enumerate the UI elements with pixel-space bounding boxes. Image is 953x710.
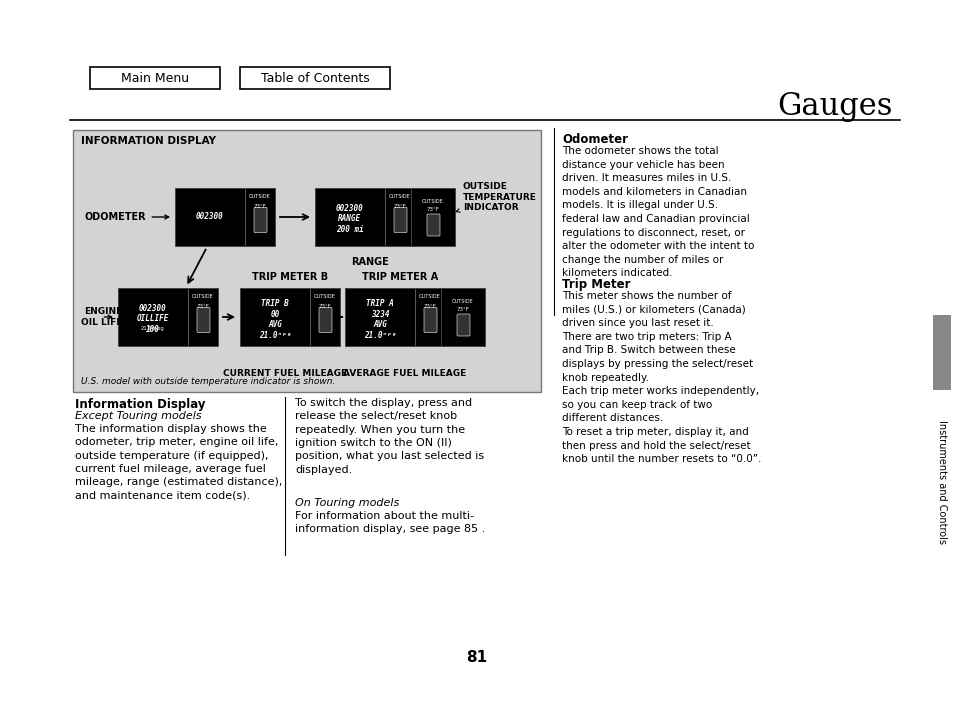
Text: Trip Meter: Trip Meter	[561, 278, 630, 291]
FancyBboxPatch shape	[423, 307, 436, 332]
Text: RANGE: RANGE	[338, 214, 361, 223]
Text: 73°F: 73°F	[253, 204, 266, 209]
FancyBboxPatch shape	[318, 307, 332, 332]
FancyBboxPatch shape	[440, 288, 484, 346]
Text: 002300: 002300	[335, 204, 363, 213]
Text: AVG: AVG	[373, 320, 387, 329]
FancyBboxPatch shape	[314, 188, 415, 246]
Text: CURRENT FUEL MILEAGE: CURRENT FUEL MILEAGE	[223, 369, 347, 378]
Text: OUTSIDE: OUTSIDE	[418, 294, 440, 299]
Text: Odometer: Odometer	[561, 133, 627, 146]
Text: ODOMETER: ODOMETER	[85, 212, 169, 222]
Text: TRIP B: TRIP B	[261, 300, 289, 308]
Text: To switch the display, press and
release the select/reset knob
repeatedly. When : To switch the display, press and release…	[294, 398, 483, 475]
FancyBboxPatch shape	[345, 288, 444, 346]
FancyBboxPatch shape	[240, 67, 390, 89]
Text: On Touring models: On Touring models	[294, 498, 399, 508]
Text: Main Menu: Main Menu	[121, 72, 189, 84]
Text: 73°F: 73°F	[456, 307, 469, 312]
Text: 73°F: 73°F	[196, 304, 210, 309]
Text: Instruments and Controls: Instruments and Controls	[936, 420, 946, 544]
FancyBboxPatch shape	[411, 188, 455, 246]
Text: OUTSIDE: OUTSIDE	[314, 294, 335, 299]
FancyBboxPatch shape	[394, 207, 407, 232]
Text: OUTSIDE: OUTSIDE	[192, 294, 213, 299]
FancyBboxPatch shape	[427, 214, 439, 236]
Text: OUTSIDE
TEMPERATURE
INDICATOR: OUTSIDE TEMPERATURE INDICATOR	[456, 182, 537, 212]
Text: The information display shows the
odometer, trip meter, engine oil life,
outside: The information display shows the odomet…	[75, 424, 282, 501]
Text: 73°F: 73°F	[394, 204, 406, 209]
Text: 73°F: 73°F	[423, 304, 436, 309]
Text: Table of Contents: Table of Contents	[260, 72, 369, 84]
Text: 21.0ⁿᵖᵍ: 21.0ⁿᵖᵍ	[258, 331, 291, 340]
Text: Gauges: Gauges	[777, 90, 892, 121]
Text: 3234: 3234	[371, 310, 389, 319]
FancyBboxPatch shape	[456, 314, 470, 336]
Text: U.S. model with outside temperature indicator is shown.: U.S. model with outside temperature indi…	[81, 377, 335, 386]
Text: OUTSIDE: OUTSIDE	[421, 199, 443, 204]
Text: Information Display: Information Display	[75, 398, 205, 411]
Text: This meter shows the number of
miles (U.S.) or kilometers (Canada)
driven since : This meter shows the number of miles (U.…	[561, 291, 760, 464]
Text: 002300: 002300	[139, 304, 167, 313]
Text: 200 mi: 200 mi	[335, 224, 363, 234]
Text: 00: 00	[270, 310, 279, 319]
Text: OUTSIDE: OUTSIDE	[389, 195, 411, 200]
Text: 73°F: 73°F	[426, 207, 439, 212]
FancyBboxPatch shape	[196, 307, 210, 332]
Text: TRIP A: TRIP A	[366, 300, 394, 308]
Text: OUTSIDE: OUTSIDE	[249, 195, 271, 200]
FancyBboxPatch shape	[118, 288, 218, 346]
Text: 100: 100	[146, 324, 160, 334]
Text: 002300: 002300	[196, 212, 224, 222]
FancyBboxPatch shape	[73, 130, 540, 392]
Text: OILLIFE: OILLIFE	[136, 315, 169, 323]
FancyBboxPatch shape	[932, 315, 950, 390]
FancyBboxPatch shape	[174, 188, 274, 246]
Text: AVERAGE FUEL MILEAGE: AVERAGE FUEL MILEAGE	[343, 369, 466, 378]
Text: RANGE: RANGE	[351, 257, 389, 267]
Text: 81: 81	[466, 650, 487, 665]
Text: ENGINE
OIL LIFE: ENGINE OIL LIFE	[81, 307, 122, 327]
Text: INFORMATION DISPLAY: INFORMATION DISPLAY	[81, 136, 215, 146]
Text: AVG: AVG	[268, 320, 282, 329]
Text: OUTSIDE: OUTSIDE	[452, 299, 474, 304]
Text: The odometer shows the total
distance your vehicle has been
driven. It measures : The odometer shows the total distance yo…	[561, 146, 754, 278]
Text: TRIP METER B: TRIP METER B	[252, 272, 328, 282]
Text: For information about the multi-
information display, see page 85 .: For information about the multi- informa…	[294, 511, 485, 535]
Text: 21.0mpg: 21.0mpg	[141, 327, 165, 332]
FancyBboxPatch shape	[90, 67, 220, 89]
Text: TRIP METER A: TRIP METER A	[361, 272, 437, 282]
Text: 73°F: 73°F	[318, 304, 331, 309]
Text: Except Touring models: Except Touring models	[75, 411, 201, 421]
Text: 21.0ⁿᵖᵍ: 21.0ⁿᵖᵍ	[363, 331, 395, 340]
FancyBboxPatch shape	[240, 288, 339, 346]
FancyBboxPatch shape	[253, 207, 267, 232]
